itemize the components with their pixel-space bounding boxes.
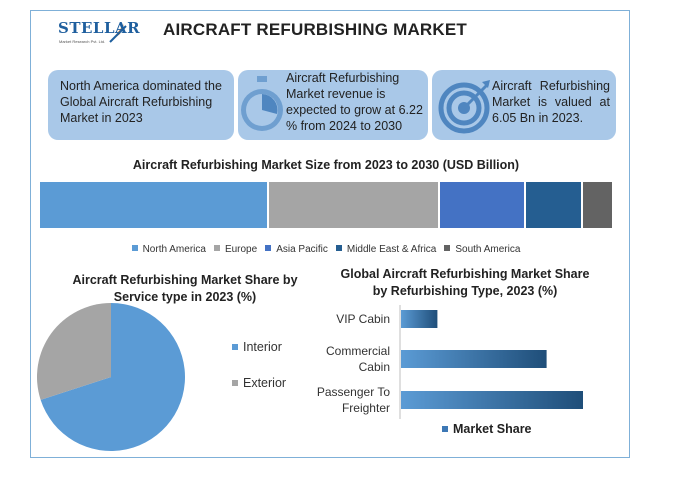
target-icon [438,80,490,134]
fact-card-growth: Aircraft Refurbishing Market revenue is … [238,70,428,140]
legend-label: Exterior [243,376,287,390]
brand-subtitle: Market Research Pvt. Ltd. [59,39,106,44]
hbar-vip-cabin [401,310,438,328]
stack-segment-asia-pacific [440,182,525,228]
legend-item: North America [131,244,206,255]
stopwatch-icon [241,76,283,131]
hbar-chart: VIP Cabin Commercial Cabin Passenger To Frei… [317,305,583,419]
legend-swatch [232,380,238,386]
brand-name: STELLAR [58,19,141,37]
fact-card-text: Aircraft Refurbishing Market is valued a… [492,79,610,125]
hbar-category-label: VIP Cabin [336,312,390,326]
legend-swatch [265,245,272,251]
pie-legend-item: Interior [232,340,282,354]
stacked-bar-title: Aircraft Refurbishing Market Size from 2… [132,158,520,172]
hbar-category-label: Commercial Cabin [326,344,390,374]
stellar-logo [109,24,127,43]
legend-label: Asia Pacific [276,244,328,255]
stack-segment-south-america [583,182,612,228]
legend-item: South America [444,244,520,255]
pie-slice-interior [40,303,185,451]
fact-card-region: North America dominated the Global Aircr… [48,70,234,140]
legend-item: Asia Pacific [265,244,328,255]
legend-swatch [442,426,448,432]
stack-segment-middle-east-africa [526,182,582,228]
hbar-chart-title: Global Aircraft Refurbishing Market Shar… [340,267,590,298]
page-title: AIRCRAFT REFURBISHING MARKET [162,20,468,39]
legend-swatch [213,245,220,251]
pie-chart [36,303,185,451]
legend-item: Middle East & Africa [335,244,437,255]
fact-card-valuation: Aircraft Refurbishing Market is valued a… [432,70,616,140]
legend-label: Europe [224,244,258,255]
hbar-commercial-cabin [401,350,547,368]
legend-item: Europe [213,244,258,255]
hbar-legend-label: Market Share [453,422,532,436]
hbar-passenger-to-freighter [401,391,583,409]
legend-swatch [232,344,238,350]
fact-card-text: North America dominated the Global Aircr… [60,79,222,125]
legend-label: South America [455,244,521,255]
legend-label: Interior [243,340,282,354]
legend-swatch [131,245,138,251]
stacked-bar-legend: North America Europe Asia Pacific Middle Ea… [40,244,612,255]
pie-legend-item: Exterior [232,376,286,390]
pie-slice-exterior [36,303,111,400]
fact-card-text: Aircraft Refurbishing Market revenue is … [286,71,423,133]
pie-chart-title: Aircraft Refurbishing Market Share by Se… [72,273,298,304]
stack-segment-europe [268,182,439,228]
stack-segment-north-america [40,182,267,228]
stacked-bar-chart [40,182,612,228]
legend-label: North America [142,244,206,255]
legend-label: Middle East & Africa [346,244,437,255]
legend-swatch [444,245,451,251]
hbar-legend: Market Share [442,422,532,436]
hbar-category-label: Passenger To Freighter [317,385,390,415]
legend-swatch [335,245,342,251]
